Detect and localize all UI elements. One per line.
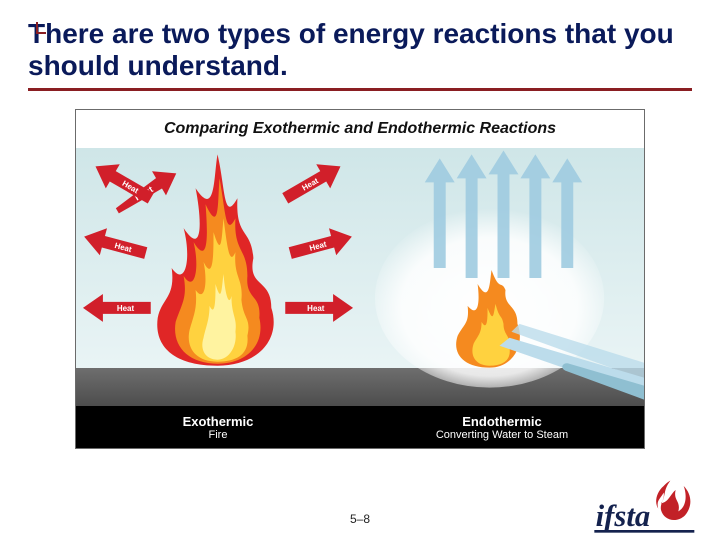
slide-title: There are two types of energy reactions … — [28, 18, 692, 82]
logo-text: ifsta — [596, 499, 651, 533]
exothermic-label-main: Exothermic — [76, 414, 360, 429]
endothermic-label-main: Endothermic — [360, 414, 644, 429]
logo-underline — [594, 530, 694, 533]
figure-label-band: Exothermic Fire Endothermic Converting W… — [76, 406, 644, 448]
exothermic-label: Exothermic Fire — [76, 406, 360, 448]
figure-title: Comparing Exothermic and Endothermic Rea… — [76, 110, 644, 148]
fire-illustration: Heat Heat Heat Heat — [76, 148, 360, 406]
endothermic-label-sub: Converting Water to Steam — [360, 429, 644, 441]
endothermic-label: Endothermic Converting Water to Steam — [360, 406, 644, 448]
title-rule: There are two types of energy reactions … — [28, 18, 692, 91]
page-number: 5–8 — [350, 512, 370, 526]
exothermic-label-sub: Fire — [76, 429, 360, 441]
endothermic-panel — [360, 148, 644, 406]
heat-label: Heat — [117, 304, 135, 313]
fire-icon — [157, 155, 273, 366]
steam-illustration — [360, 148, 644, 406]
title-tick — [36, 22, 46, 34]
logo-flame-icon — [656, 481, 690, 520]
figure-frame: Comparing Exothermic and Endothermic Rea… — [75, 109, 645, 449]
heat-label: Heat — [307, 304, 325, 313]
ifsta-logo: ifsta — [590, 474, 700, 534]
exothermic-panel: Heat Heat Heat Heat — [76, 148, 360, 406]
